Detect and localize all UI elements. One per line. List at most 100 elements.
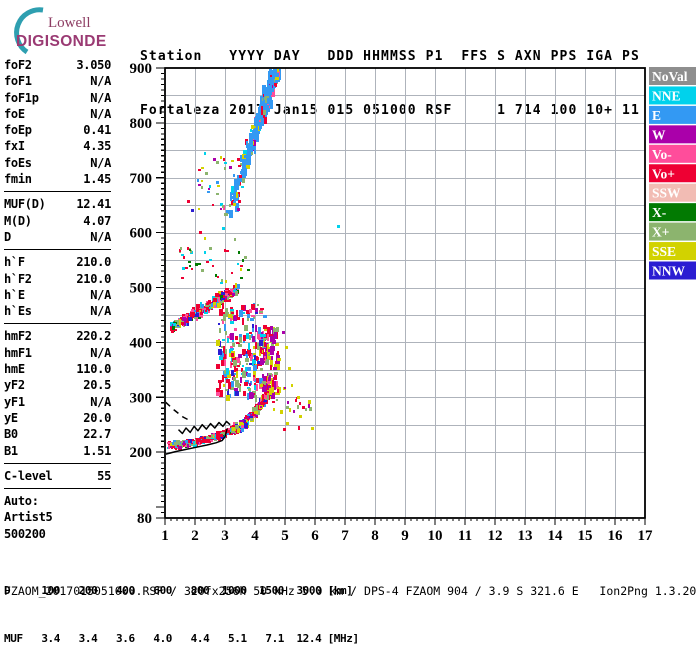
legend-swatch-NNW — [649, 261, 696, 280]
param-row: h`F2 210.0 — [4, 271, 111, 287]
param-value: 210.0 — [76, 255, 111, 270]
param-label: M(D) — [4, 213, 32, 228]
trace-fit-line — [177, 420, 231, 435]
param-row: C-level 55 — [4, 468, 111, 484]
legend-label: NNW — [652, 264, 685, 279]
svg-text:4: 4 — [251, 528, 259, 544]
param-row: hmE 110.0 — [4, 361, 111, 377]
x-axis-labels: 1 2 3 4 5 6 7 8 9 10 11 12 13 14 15 16 17 — [161, 528, 653, 544]
param-label: MUF(D) — [4, 197, 46, 212]
svg-text:600: 600 — [130, 226, 153, 242]
param-label: foF1p — [4, 90, 39, 105]
param-label: hmE — [4, 362, 25, 377]
param-label: D — [4, 229, 11, 244]
param-label: fmin — [4, 172, 32, 187]
plot-frame — [164, 67, 646, 519]
param-divider — [4, 488, 111, 490]
legend-swatch-W — [649, 125, 696, 144]
lowell-digisonde-logo: Lowell DIGISONDE — [6, 6, 138, 56]
param-row: foF1p N/A — [4, 90, 111, 106]
legend-label: X- — [652, 205, 666, 220]
svg-text:3: 3 — [221, 528, 229, 544]
file-info-footer: FZAOM_2017015051000.RSF / 320fx256h 50 k… — [4, 584, 697, 598]
header-line-columns: Station YYYY DAY DDD HHMMSS P1 FFS S AXN… — [140, 49, 640, 64]
svg-text:2: 2 — [191, 528, 199, 544]
param-row: h`F 210.0 — [4, 254, 111, 270]
param-divider — [4, 462, 111, 464]
param-value: N/A — [90, 74, 111, 89]
profile-lines — [166, 401, 231, 455]
param-row: yF2 20.5 — [4, 377, 111, 393]
param-value: 20.5 — [83, 378, 111, 393]
param-row: fxI 4.35 — [4, 138, 111, 154]
param-label: h`E — [4, 287, 25, 302]
scaled-parameters-panel: foF2 3.050 foF1 N/A foF1p N/A foE N/A foEp 0.41 fx… — [4, 57, 111, 542]
logo-line1: Lowell — [48, 15, 91, 31]
param-divider — [4, 249, 111, 251]
param-label: foF1 — [4, 74, 32, 89]
param-value: 110.0 — [76, 362, 111, 377]
legend-label: W — [652, 127, 666, 142]
param-label: fxI — [4, 139, 25, 154]
svg-text:500: 500 — [130, 281, 153, 297]
param-label: C-level — [4, 468, 53, 483]
param-row: h`E N/A — [4, 287, 111, 303]
legend-swatch-E — [649, 105, 696, 124]
param-value: 1.51 — [83, 443, 111, 458]
legend-label: X+ — [652, 225, 669, 240]
direction-legend: NoVal NNE EW Vo- Vo+ SSW X- X+ SSE NNW — [649, 67, 696, 280]
param-row: foEs N/A — [4, 155, 111, 171]
param-value: N/A — [90, 90, 111, 105]
param-value: N/A — [90, 155, 111, 170]
svg-text:900: 900 — [130, 61, 153, 77]
svg-text:12: 12 — [488, 528, 503, 544]
param-value: 55 — [97, 468, 111, 483]
param-value: 210.0 — [76, 271, 111, 286]
svg-text:80: 80 — [137, 511, 152, 527]
param-label: h`F2 — [4, 271, 32, 286]
param-value: 1.45 — [83, 172, 111, 187]
svg-text:10: 10 — [428, 528, 443, 544]
svg-text:6: 6 — [311, 528, 319, 544]
logo-line2: DIGISONDE — [16, 33, 107, 50]
param-label: yF2 — [4, 378, 25, 393]
param-row: D N/A — [4, 229, 111, 245]
legend-swatch-Vo+ — [649, 164, 696, 183]
param-value: 3.050 — [76, 58, 111, 72]
param-row: yF1 N/A — [4, 394, 111, 410]
param-label: foEp — [4, 123, 32, 138]
param-label: hmF2 — [4, 329, 32, 344]
param-value: N/A — [90, 106, 111, 121]
param-row: hmF1 N/A — [4, 345, 111, 361]
param-label: h`Es — [4, 304, 32, 319]
param-value: 20.0 — [83, 410, 111, 425]
svg-text:9: 9 — [401, 528, 409, 544]
legend-swatch-NNE — [649, 86, 696, 105]
param-row: foEp 0.41 — [4, 122, 111, 138]
param-row: foF2 3.050 — [4, 57, 111, 73]
param-row: M(D) 4.07 — [4, 213, 111, 229]
param-value: N/A — [90, 287, 111, 302]
param-row: foF1 N/A — [4, 73, 111, 89]
param-value: N/A — [90, 345, 111, 360]
param-row: hmF2 220.2 — [4, 328, 111, 344]
svg-text:7: 7 — [341, 528, 349, 544]
autoscale-info: Artist5 — [4, 510, 53, 525]
param-value: N/A — [90, 394, 111, 409]
param-label: foE — [4, 106, 25, 121]
svg-text:800: 800 — [130, 116, 153, 132]
svg-text:700: 700 — [130, 171, 153, 187]
legend-label: Vo- — [652, 147, 672, 162]
param-label: yE — [4, 410, 18, 425]
param-label: B0 — [4, 427, 18, 442]
svg-text:1: 1 — [161, 528, 169, 544]
param-label: yF1 — [4, 394, 25, 409]
y-axis-labels: 900 800 700 600 500 400 300 200 80 — [130, 61, 153, 527]
param-label: hmF1 — [4, 345, 32, 360]
param-row: foE N/A — [4, 106, 111, 122]
param-value: N/A — [90, 304, 111, 319]
legend-label: NoVal — [652, 69, 688, 84]
param-value: 220.2 — [76, 329, 111, 344]
dmuf-table: D 100 200 400 600 800 1000 1500 3000 [km… — [4, 551, 359, 663]
